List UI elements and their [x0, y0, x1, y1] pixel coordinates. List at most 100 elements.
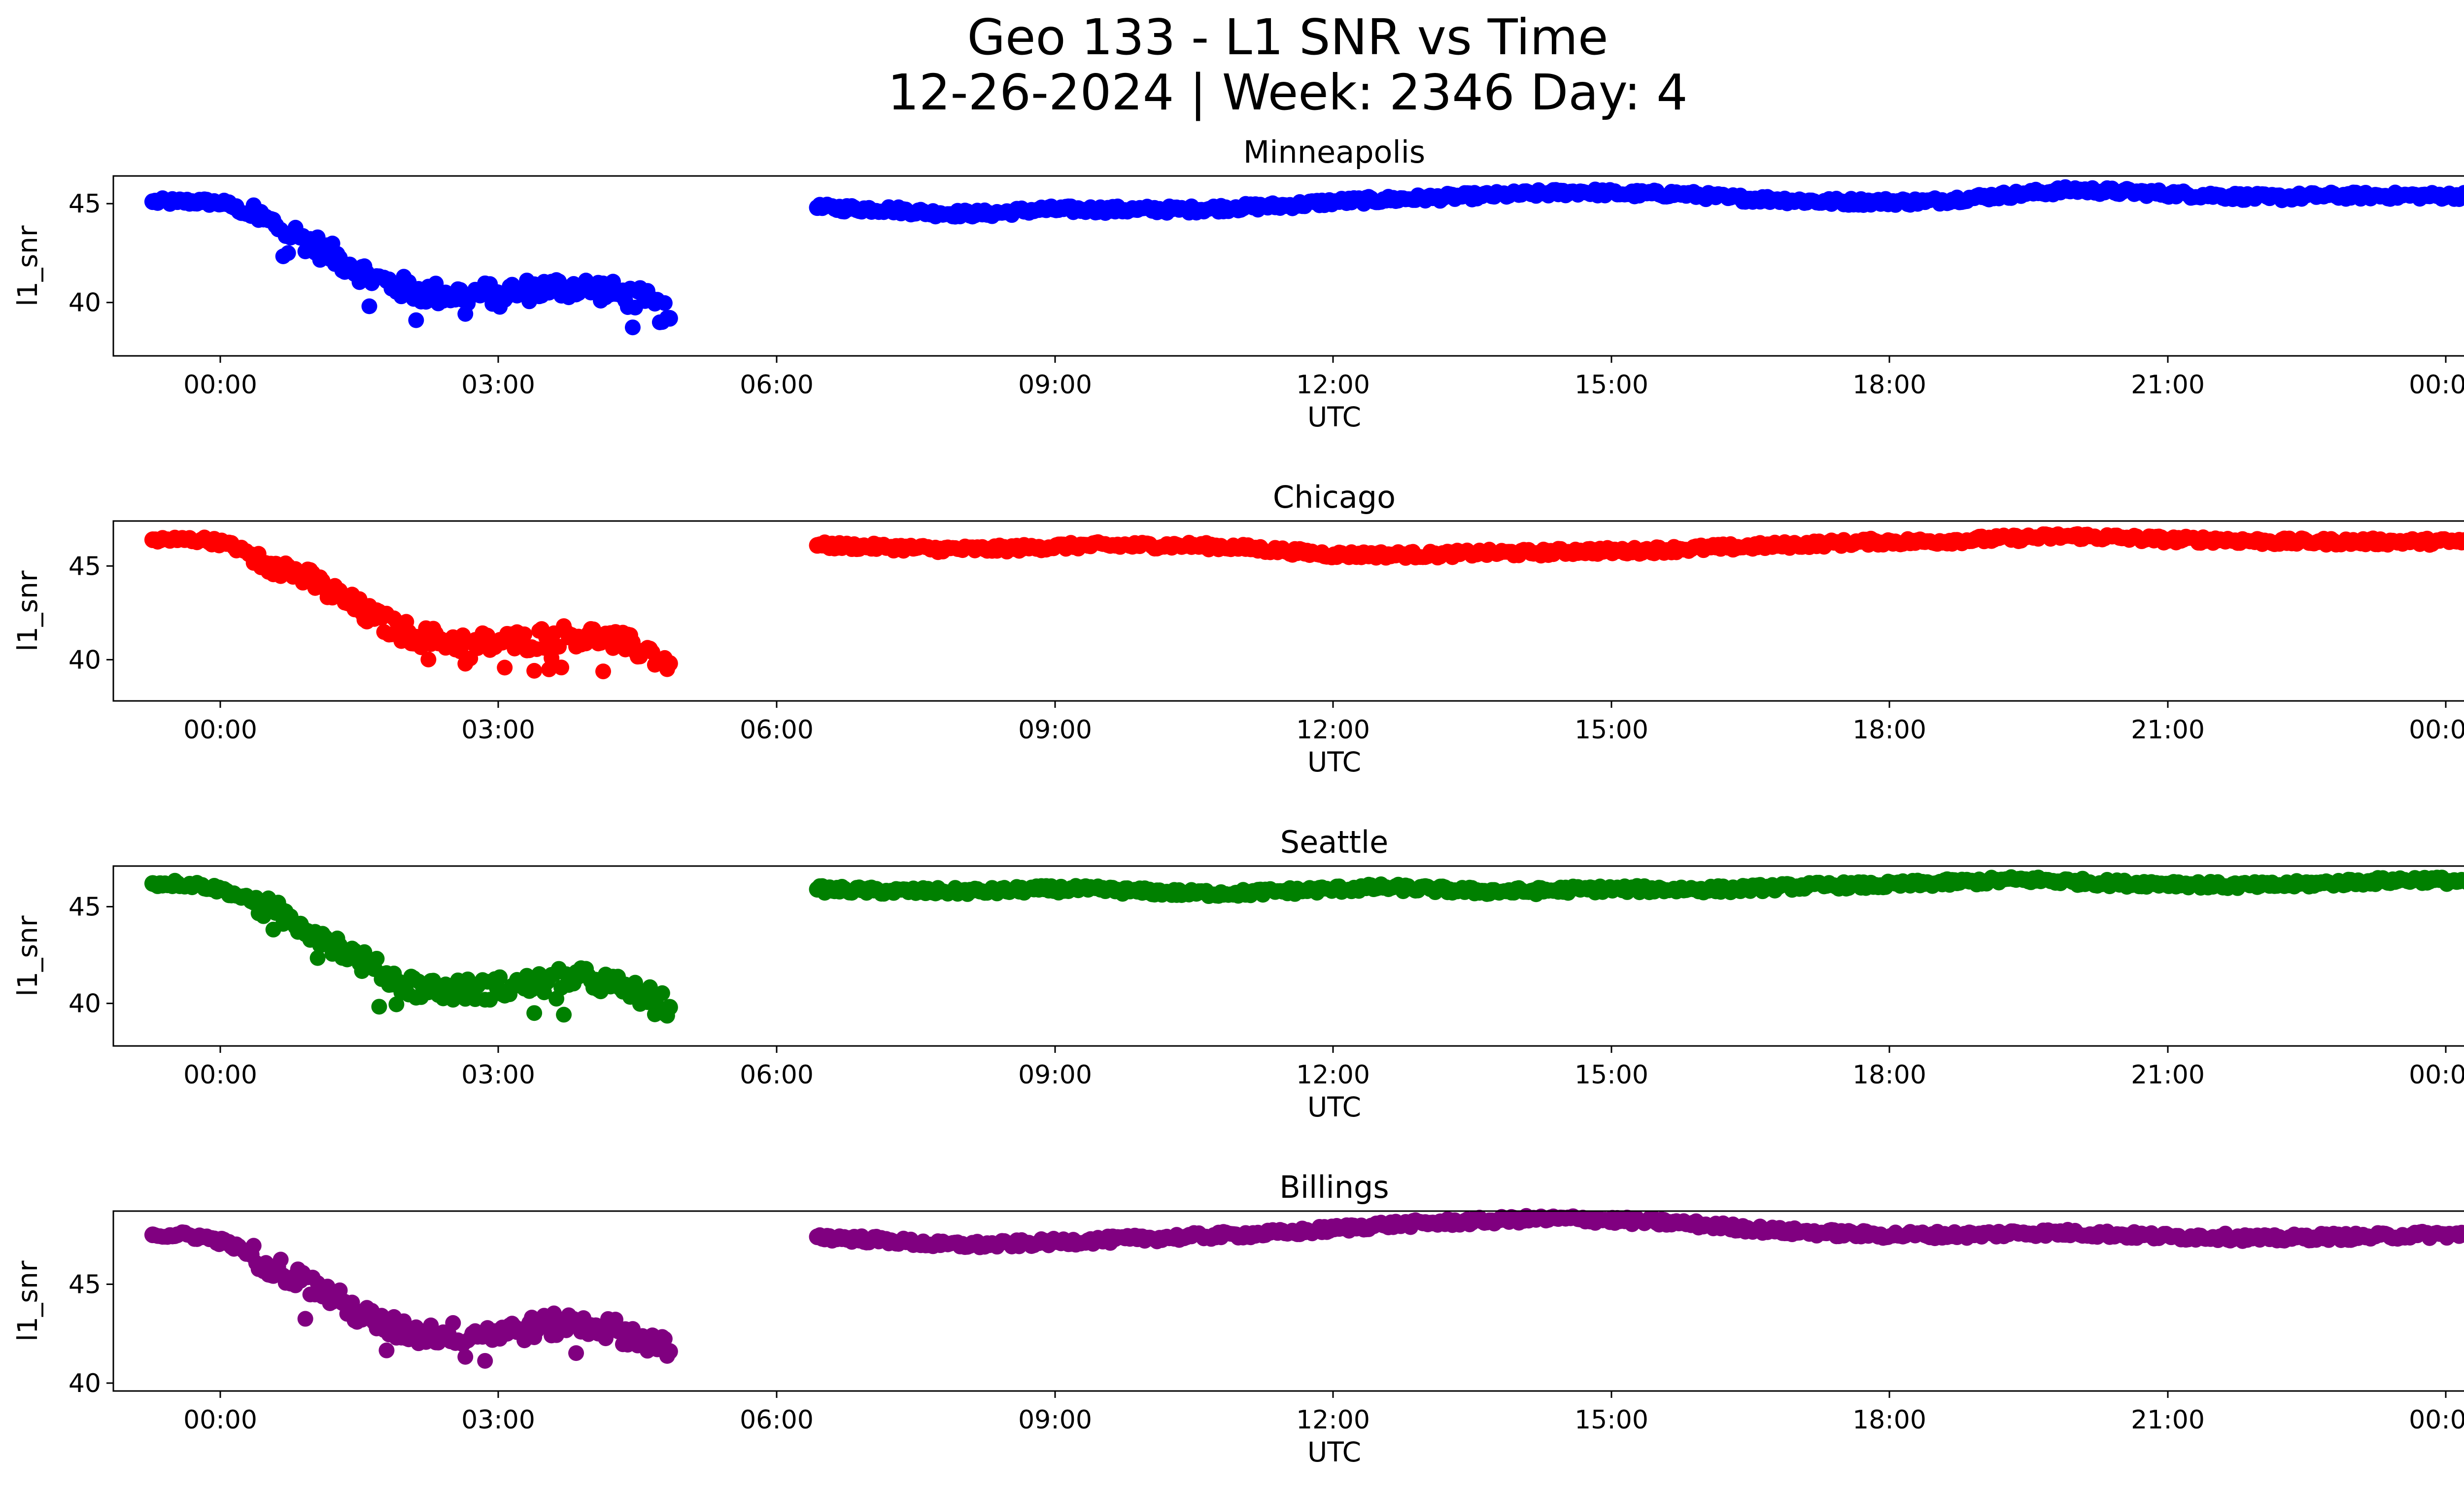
data-point [551, 639, 567, 655]
y-axis-label: l1_snr [12, 915, 43, 996]
x-axis-label: UTC [1307, 401, 1361, 433]
x-tick-label: 09:00 [1018, 715, 1092, 745]
y-tick-label: 40 [68, 645, 101, 675]
scatter-series [144, 869, 2464, 1024]
data-point [2456, 1226, 2464, 1242]
data-point [408, 312, 424, 328]
data-point [526, 1005, 543, 1021]
data-point [516, 626, 533, 642]
data-point [258, 1255, 274, 1271]
data-point [297, 1311, 313, 1327]
x-tick-label: 06:00 [740, 370, 814, 400]
x-tick-label: 21:00 [2131, 715, 2205, 745]
data-point [378, 1342, 395, 1358]
data-point [396, 1313, 412, 1329]
data-point [558, 1322, 575, 1338]
data-point [556, 1007, 572, 1023]
data-point [287, 1277, 304, 1293]
data-point [482, 992, 498, 1008]
data-point [553, 660, 570, 676]
y-axis-label: l1_snr [12, 570, 43, 651]
data-point [309, 950, 326, 966]
x-tick-label: 21:00 [2131, 1060, 2205, 1090]
data-point [374, 1308, 390, 1324]
x-tick-label: 00:00 [183, 1405, 257, 1435]
data-point [656, 1331, 673, 1347]
x-tick-label: 18:00 [1852, 1060, 1926, 1090]
data-point [280, 245, 296, 261]
data-point [659, 661, 675, 677]
data-point [386, 966, 402, 982]
x-tick-label: 21:00 [2131, 370, 2205, 400]
data-point [585, 621, 602, 637]
subplot-title: Minneapolis [1243, 134, 1426, 170]
x-axis-label: UTC [1307, 1091, 1361, 1123]
data-point [2461, 187, 2464, 200]
x-tick-label: 15:00 [1574, 1060, 1648, 1090]
data-point [659, 310, 675, 326]
y-tick-label: 45 [68, 892, 101, 922]
y-axis-label: l1_snr [12, 1260, 43, 1341]
data-point [519, 968, 535, 984]
x-tick-label: 03:00 [461, 1405, 535, 1435]
x-tick-label: 15:00 [1574, 370, 1648, 400]
figure-title-line1: Geo 133 - L1 SNR vs Time [967, 8, 1608, 66]
data-point [656, 295, 673, 311]
scatter-series [144, 1208, 2464, 1369]
x-tick-label: 12:00 [1296, 370, 1370, 400]
x-tick-label: 15:00 [1574, 1405, 1648, 1435]
x-tick-label: 03:00 [461, 715, 535, 745]
subplot-billings: Billings 40 45 00:00 03:00 06:00 09:00 12:00 15:… [12, 1169, 2464, 1468]
y-tick-label: 40 [68, 288, 101, 318]
x-tick-label: 18:00 [1852, 715, 1926, 745]
data-point [369, 950, 385, 967]
x-tick-label: 00:00 [2409, 715, 2464, 745]
data-point [624, 319, 641, 336]
data-point [526, 662, 543, 679]
axes-frame [112, 520, 2464, 702]
data-point [568, 1345, 584, 1361]
data-point [627, 300, 643, 316]
subplot-title: Seattle [1280, 824, 1388, 860]
data-point [507, 640, 523, 657]
scatter-series [144, 179, 2464, 336]
data-point [445, 1315, 461, 1331]
y-tick-label: 45 [68, 189, 101, 219]
x-tick-label: 06:00 [740, 1060, 814, 1090]
x-tick-label: 12:00 [1296, 1405, 1370, 1435]
x-tick-label: 21:00 [2131, 1405, 2205, 1435]
x-tick-label: 06:00 [740, 1405, 814, 1435]
data-point [654, 985, 670, 1001]
scatter-series [144, 526, 2464, 680]
x-tick-label: 18:00 [1852, 1405, 1926, 1435]
subplot-minneapolis: Minneapolis 40 45 00:00 03:00 06:00 09:00 12:00… [12, 134, 2464, 433]
x-tick-label: 12:00 [1296, 715, 1370, 745]
data-point [595, 663, 611, 680]
axes-frame [112, 175, 2464, 357]
x-axis-label: UTC [1307, 1436, 1361, 1468]
data-point [534, 621, 550, 637]
data-point [2461, 1227, 2464, 1240]
x-tick-label: 18:00 [1852, 370, 1926, 400]
y-tick-label: 40 [68, 989, 101, 1019]
x-tick-label: 12:00 [1296, 1060, 1370, 1090]
subplot-chicago: Chicago 40 45 00:00 03:00 06:00 09:00 12:00 15:0… [12, 479, 2464, 778]
data-point [2461, 872, 2464, 885]
y-tick-label: 45 [68, 552, 101, 581]
x-tick-label: 00:00 [2409, 1405, 2464, 1435]
data-point [536, 984, 552, 1001]
y-axis-label: l1_snr [12, 225, 43, 306]
data-point [371, 999, 387, 1015]
x-axis-label: UTC [1307, 746, 1361, 778]
data-point [659, 1008, 675, 1024]
x-tick-label: 00:00 [183, 1060, 257, 1090]
x-tick-label: 03:00 [461, 370, 535, 400]
data-point [2461, 535, 2464, 548]
subplot-seattle: Seattle 40 45 00:00 03:00 06:00 09:00 12:00 15:0… [12, 824, 2464, 1123]
subplots: Minneapolis 40 45 00:00 03:00 06:00 09:00 12:00… [12, 134, 2464, 1468]
data-point [273, 1252, 289, 1268]
x-tick-label: 09:00 [1018, 370, 1092, 400]
y-tick-label: 45 [68, 1270, 101, 1299]
x-tick-label: 15:00 [1574, 715, 1648, 745]
